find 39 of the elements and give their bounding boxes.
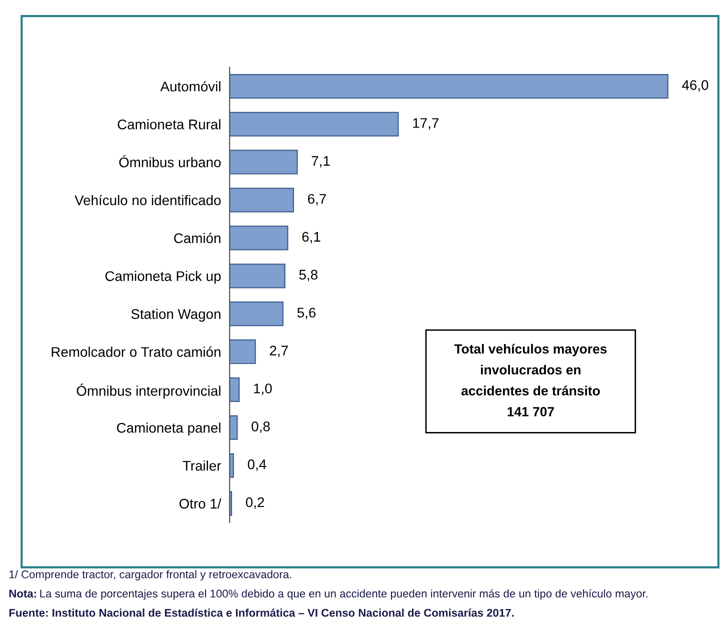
data-label: 0,2 [246,497,264,509]
data-label: 7,1 [312,156,330,168]
bar [230,74,668,99]
y-tick-label: Camioneta Rural [118,119,220,130]
data-label: 5,6 [297,308,316,320]
bar [230,453,234,478]
bar [230,302,284,326]
data-label: 2,7 [270,346,288,358]
bar [230,264,286,288]
bar [230,415,238,440]
y-tick-label: Camioneta Pick up [105,270,221,284]
bar [230,226,288,250]
bar [230,112,399,137]
data-label: 0,4 [248,459,266,471]
data-label: 0,8 [252,421,270,433]
source-note: Fuente: Instituto Nacional de Estadística e Informática – VI Censo Nacional de Comisarías 2017. [9,608,514,617]
data-label: 5,8 [299,270,318,282]
y-tick-label: Camión [174,232,220,244]
y-tick-label: Remolcador o Trato camión [52,346,220,357]
y-tick-label: Vehículo no identificado [74,194,221,206]
annotation: Total vehículos mayores involucrados en accidentes de tránsito 141 707 [454,344,607,416]
y-tick-label: Automóvil [160,81,220,92]
bar [230,339,256,364]
data-label: 6,7 [308,194,326,206]
y-tick-label: Station Wagon [131,308,220,322]
bar [230,188,294,212]
y-tick-label: Ómnibus interprovincial [76,384,220,399]
y-tick-label: Ómnibus urbano [119,155,221,168]
data-label: 17,7 [413,118,438,130]
y-tick-label: Trailer [182,460,222,471]
bar [230,150,298,174]
data-label: 6,1 [302,232,320,244]
bar [230,377,240,402]
text: Nota: La suma de porcentajes supera el 100% debido a que en un accidente pueden intervenir más de un tipo de vehículo mayor. [9,589,648,600]
data-label: 1,0 [254,384,272,396]
text: 1/ Comprende tractor, cargador frontal y retroexcavadora. [10,570,292,580]
y-tick-label: Otro 1/ [179,498,222,509]
data-label: 46,0 [682,80,708,92]
y-tick-label: Camioneta panel [116,422,220,436]
